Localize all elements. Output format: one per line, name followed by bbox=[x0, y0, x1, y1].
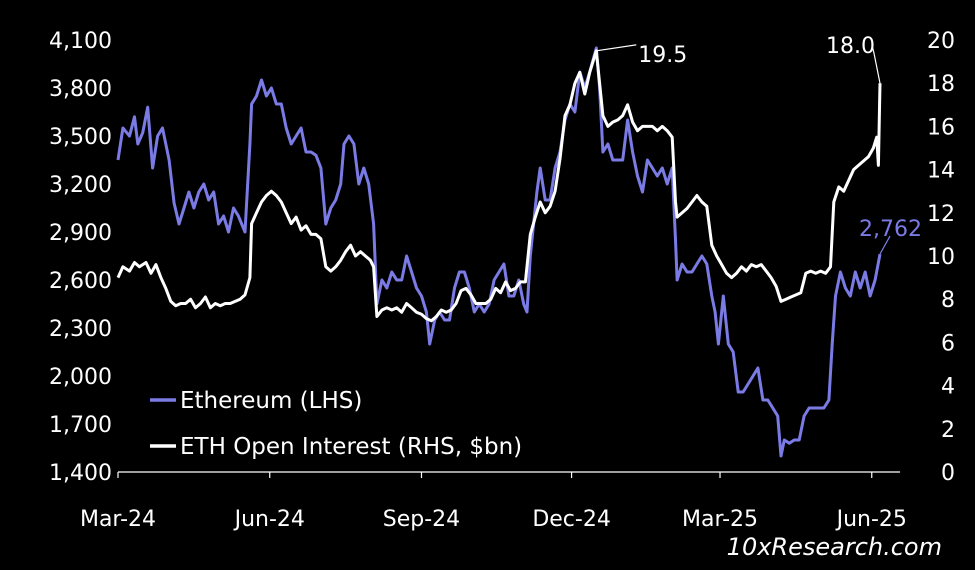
annotation-layer: 19.5 18.0 2,762 bbox=[596, 34, 922, 255]
peak-oi-annotation-leader bbox=[596, 44, 637, 52]
right-axis-tick-label: 10 bbox=[927, 245, 955, 270]
left-axis-tick-label: 2,000 bbox=[49, 365, 112, 390]
left-axis-tick-label: 2,900 bbox=[49, 221, 112, 246]
ethereum-price-line bbox=[116, 46, 882, 458]
x-axis: Mar-24 Jun-24 Sep-24 Dec-24 Mar-25 Jun-25 bbox=[80, 471, 907, 532]
left-axis-tick-label: 1,400 bbox=[49, 461, 112, 486]
right-axis-tick-label: 0 bbox=[941, 461, 955, 486]
legend-label-ethereum: Ethereum (LHS) bbox=[180, 388, 362, 414]
right-axis-tick-label: 8 bbox=[941, 288, 955, 313]
right-axis-tick-label: 4 bbox=[941, 375, 955, 400]
watermark: 10xResearch.com bbox=[727, 533, 942, 561]
latest-oi-annotation-leader bbox=[871, 45, 881, 84]
x-axis-tick-label: Dec-24 bbox=[532, 507, 611, 532]
x-axis-tick-label: Jun-25 bbox=[835, 507, 907, 532]
right-axis-tick-label: 20 bbox=[927, 29, 955, 54]
right-axis-tick-label: 6 bbox=[941, 331, 955, 356]
left-axis-tick-label: 2,600 bbox=[49, 269, 112, 294]
legend: Ethereum (LHS) ETH Open Interest (RHS, $… bbox=[150, 388, 522, 460]
left-axis-tick-label: 4,100 bbox=[49, 29, 112, 54]
left-y-axis: 1,400 1,700 2,000 2,300 2,600 2,900 3,200 3,500… bbox=[49, 29, 112, 486]
right-axis-tick-label: 12 bbox=[927, 202, 955, 227]
latest-oi-annotation: 18.0 bbox=[826, 34, 875, 59]
right-axis-tick-label: 2 bbox=[941, 418, 955, 443]
open-interest-line bbox=[116, 49, 882, 323]
legend-label-open-interest: ETH Open Interest (RHS, $bn) bbox=[180, 434, 522, 460]
right-y-axis: 0 2 4 6 8 10 12 14 16 18 20 bbox=[927, 29, 955, 486]
right-axis-tick-label: 18 bbox=[927, 72, 955, 97]
left-axis-tick-label: 3,500 bbox=[49, 125, 112, 150]
series-layer bbox=[116, 46, 882, 458]
left-axis-tick-label: 1,700 bbox=[49, 413, 112, 438]
right-axis-tick-label: 16 bbox=[927, 115, 955, 140]
right-axis-tick-label: 14 bbox=[927, 159, 955, 184]
peak-oi-annotation: 19.5 bbox=[638, 43, 687, 68]
x-axis-tick-label: Mar-24 bbox=[80, 507, 156, 532]
left-axis-tick-label: 3,200 bbox=[49, 173, 112, 198]
x-axis-tick-label: Mar-25 bbox=[682, 507, 758, 532]
latest-price-annotation: 2,762 bbox=[859, 217, 922, 242]
latest-price-annotation-leader bbox=[879, 235, 891, 255]
left-axis-tick-label: 2,300 bbox=[49, 317, 112, 342]
x-axis-tick-label: Sep-24 bbox=[383, 507, 460, 532]
left-axis-tick-label: 3,800 bbox=[49, 77, 112, 102]
x-axis-tick-label: Jun-24 bbox=[233, 507, 305, 532]
